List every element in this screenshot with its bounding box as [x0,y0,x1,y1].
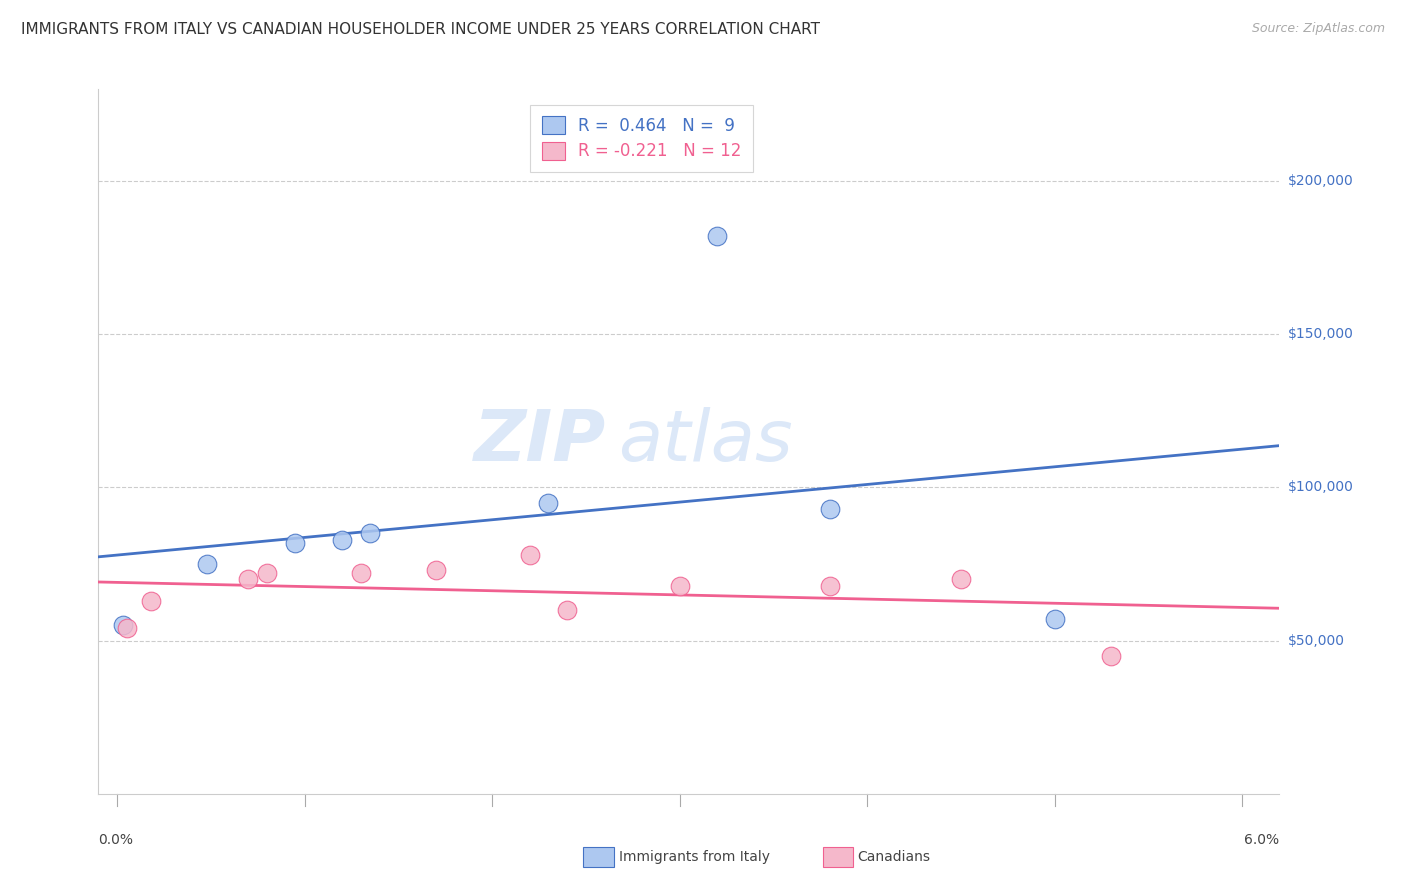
Point [111,618,134,632]
Point [949,573,972,587]
Text: $200,000: $200,000 [1288,174,1354,188]
Point [706,229,728,244]
Point [350,566,373,581]
Point [238,573,260,587]
Point [284,535,307,549]
Text: Source: ZipAtlas.com: Source: ZipAtlas.com [1251,22,1385,36]
Point [1099,648,1122,663]
Text: Immigrants from Italy: Immigrants from Italy [619,850,769,864]
Point [115,622,138,636]
Point [330,533,353,547]
Point [519,548,541,562]
Point [139,594,162,608]
Point [359,526,381,541]
Text: 6.0%: 6.0% [1244,832,1279,847]
Point [818,502,841,516]
Text: $100,000: $100,000 [1288,481,1354,494]
Text: 0.0%: 0.0% [98,832,134,847]
Text: $50,000: $50,000 [1288,633,1344,648]
Text: ZIP: ZIP [474,407,606,476]
Point [537,496,560,510]
Legend: R =  0.464   N =  9, R = -0.221   N = 12: R = 0.464 N = 9, R = -0.221 N = 12 [530,104,754,172]
Text: $150,000: $150,000 [1288,327,1354,342]
Text: IMMIGRANTS FROM ITALY VS CANADIAN HOUSEHOLDER INCOME UNDER 25 YEARS CORRELATION : IMMIGRANTS FROM ITALY VS CANADIAN HOUSEH… [21,22,820,37]
Text: Canadians: Canadians [858,850,931,864]
Point [818,578,841,592]
Point [425,563,447,577]
Point [555,603,578,617]
Point [1043,612,1066,626]
Text: atlas: atlas [619,407,793,476]
Point [668,578,690,592]
Point [195,557,218,571]
Point [256,566,278,581]
